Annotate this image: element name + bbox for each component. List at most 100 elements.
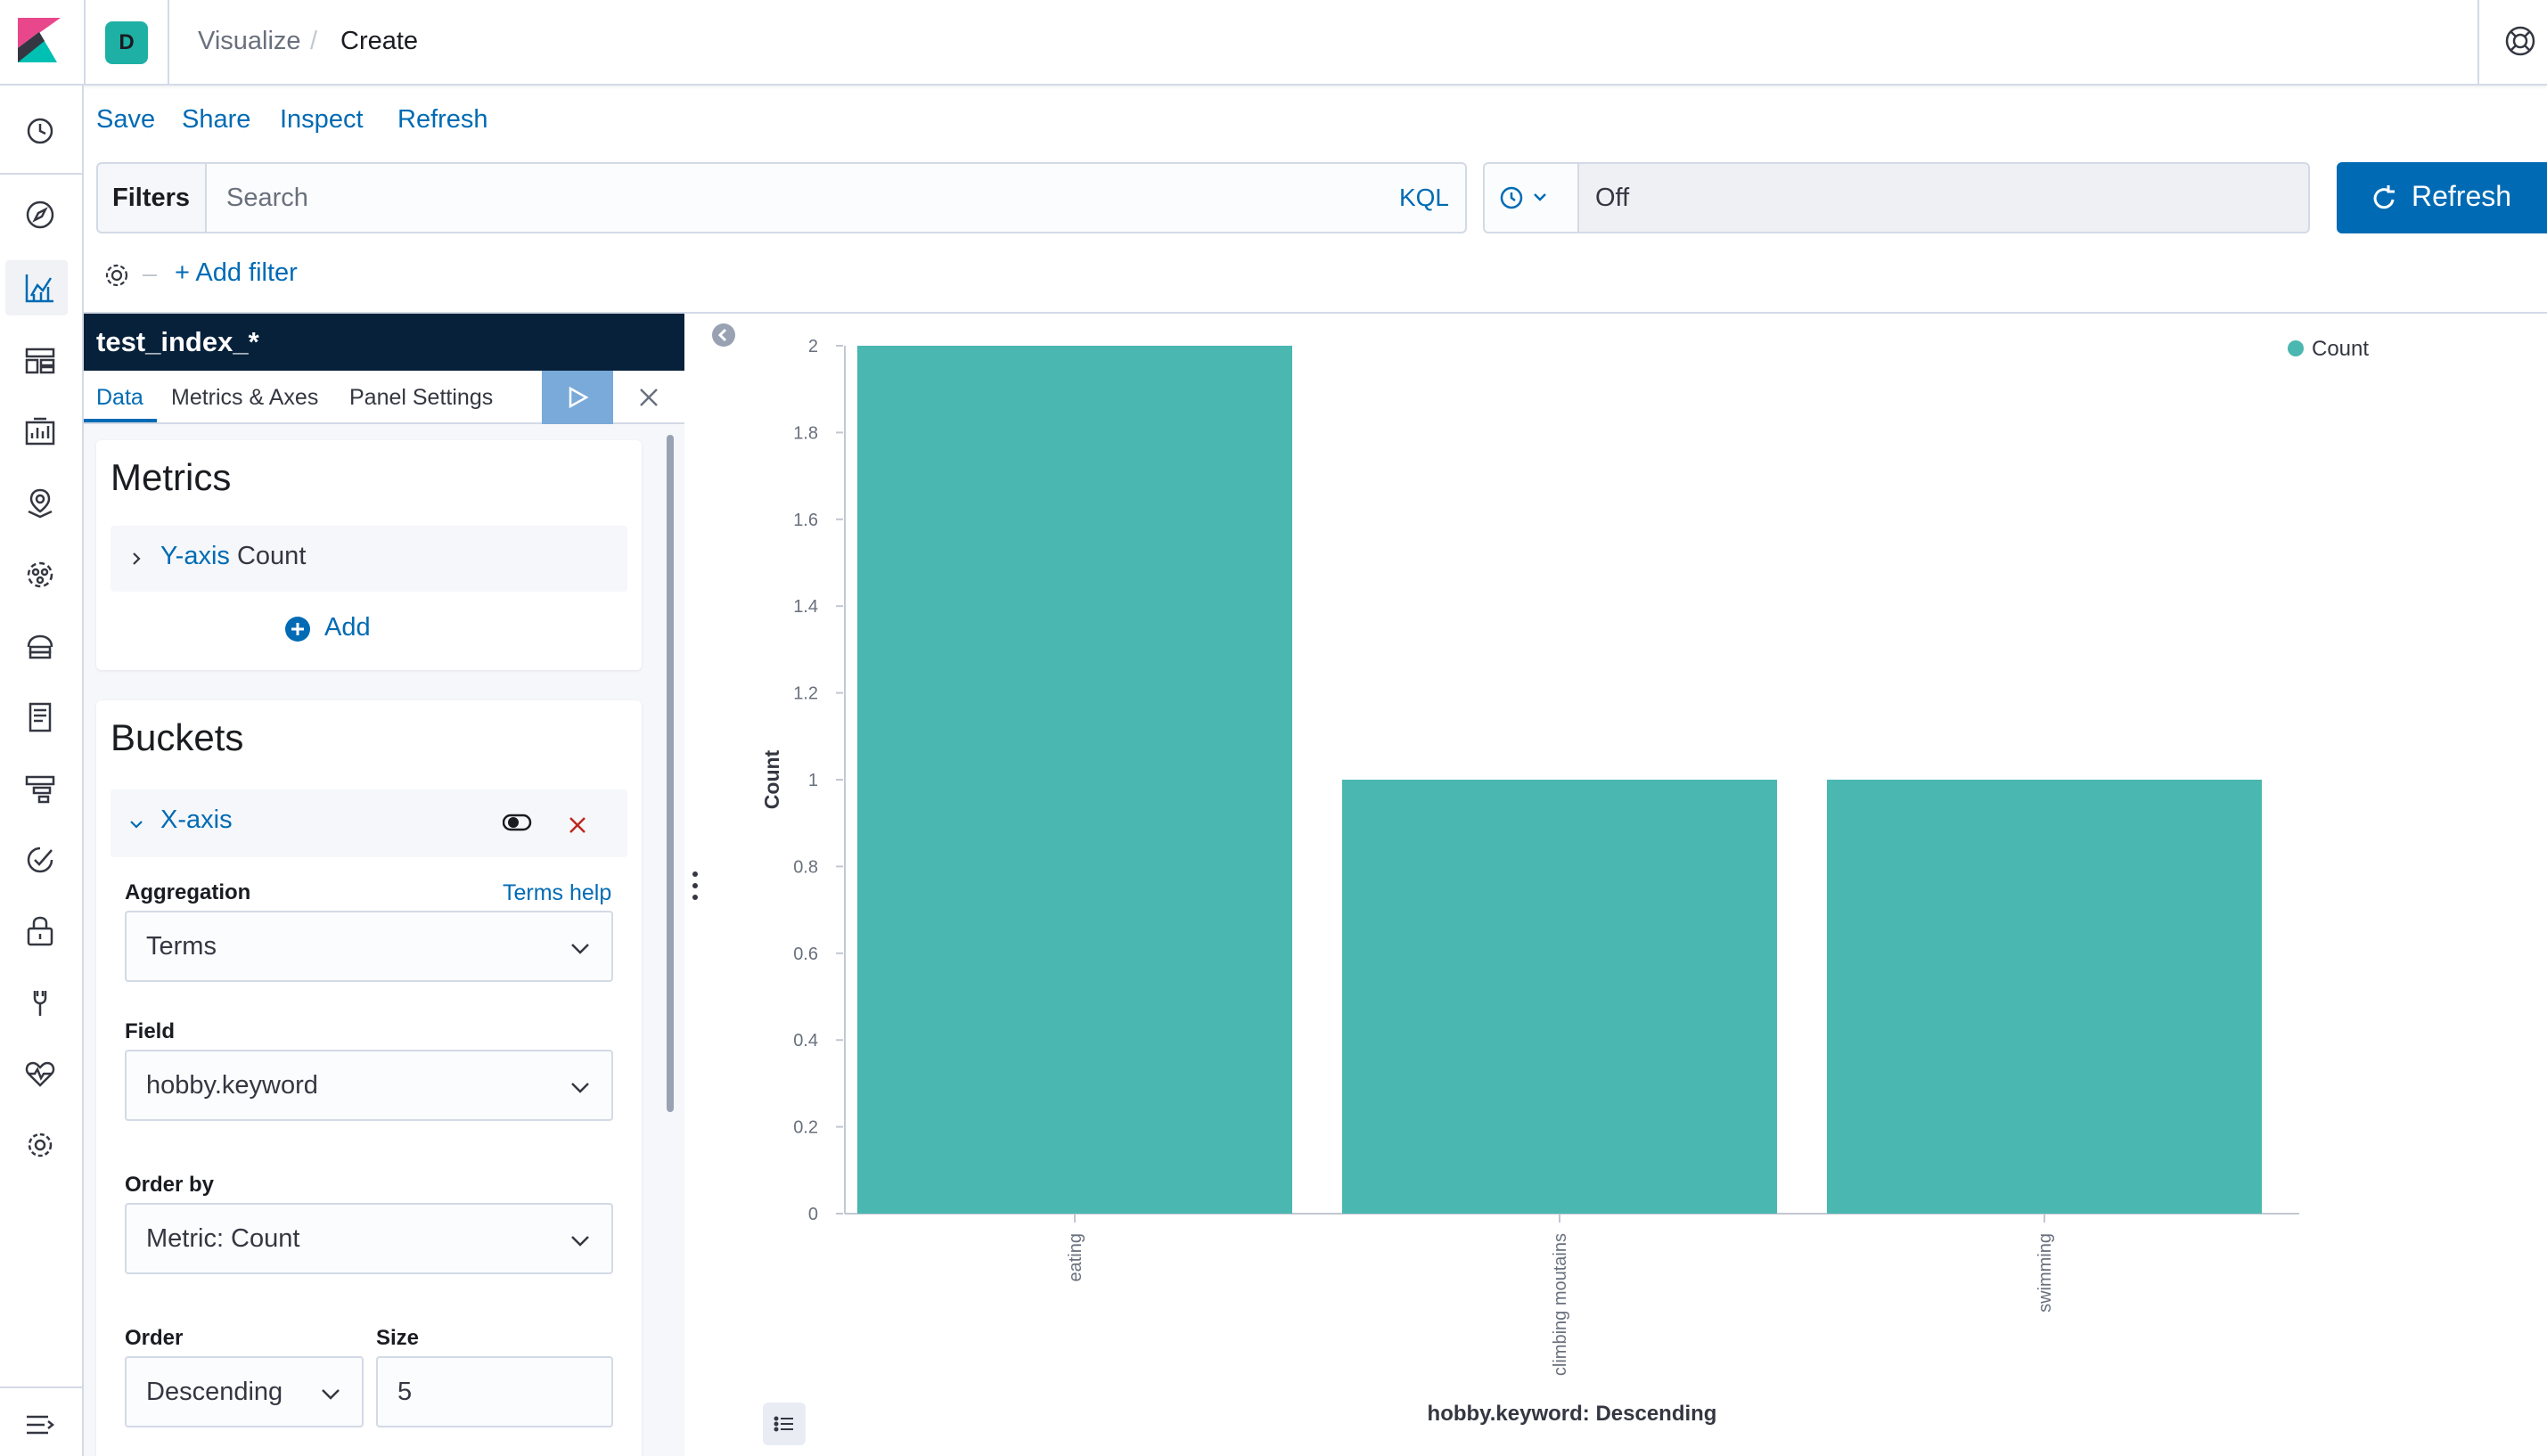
y-axis-tick-label: 2 <box>808 337 818 356</box>
refresh-icon <box>2373 185 2395 209</box>
field-select[interactable]: hobby.keyword <box>125 1050 613 1121</box>
breadcrumb-visualize[interactable]: Visualize <box>198 27 301 55</box>
order-by-label: Order by <box>125 1173 215 1197</box>
x-axis-tick-label: eating <box>1066 1233 1085 1282</box>
buckets-title: Buckets <box>111 716 244 758</box>
order-by-select[interactable]: Metric: Count <box>125 1203 613 1274</box>
recently-viewed-icon[interactable] <box>21 112 59 150</box>
field-label: Field <box>125 1019 176 1043</box>
collapse-nav-icon[interactable] <box>21 1406 59 1444</box>
legend-toggle-button[interactable] <box>763 1403 806 1445</box>
chevron-down-icon <box>571 1236 589 1247</box>
siem-icon[interactable] <box>21 912 59 950</box>
maps-icon[interactable] <box>21 485 59 522</box>
tab-data[interactable]: Data <box>96 385 143 410</box>
machine-learning-icon[interactable] <box>21 556 59 593</box>
management-icon[interactable] <box>21 1126 59 1164</box>
infrastructure-icon[interactable] <box>21 627 59 665</box>
dev-tools-icon[interactable] <box>21 984 59 1021</box>
visualize-icon[interactable] <box>21 269 59 307</box>
search-input[interactable]: Search KQL <box>205 162 1467 233</box>
logs-icon[interactable] <box>21 699 59 736</box>
field-value: hobby.keyword <box>146 1071 318 1100</box>
divider <box>2477 0 2479 86</box>
divider <box>84 312 2547 314</box>
refresh-button[interactable]: Refresh <box>2337 162 2547 233</box>
uptime-icon[interactable] <box>21 841 59 879</box>
active-tab-indicator <box>84 419 157 422</box>
y-axis-title: Count <box>760 749 783 809</box>
visualization-editor-sidebar: test_index_* Data Metrics & Axes Panel S… <box>84 314 684 1456</box>
x-axis-tick-label: climbing moutains <box>1551 1233 1570 1376</box>
y-axis-tick-label: 1.2 <box>793 684 818 704</box>
x-axis-title: hobby.keyword: Descending <box>1428 1402 1717 1426</box>
toggle-agg-icon[interactable] <box>503 813 533 832</box>
size-value: 5 <box>397 1378 413 1406</box>
collapse-sidebar-icon[interactable] <box>711 323 736 348</box>
divider <box>0 1386 82 1388</box>
divider <box>168 0 169 86</box>
y-axis-label: Y-axis <box>160 542 230 570</box>
order-value: Descending <box>146 1378 283 1406</box>
divider <box>0 173 82 175</box>
apm-icon[interactable] <box>21 770 59 807</box>
kibana-logo-icon[interactable] <box>18 18 61 62</box>
editor-scrollbar[interactable] <box>667 435 674 1112</box>
index-pattern-title: test_index_* <box>84 314 684 371</box>
metrics-panel: Metrics Y-axis Count Add <box>96 440 642 670</box>
chevron-down-icon <box>571 944 589 954</box>
y-axis-tick-label: 1 <box>808 771 818 790</box>
space-avatar[interactable]: D <box>105 21 148 64</box>
resize-handle-icon[interactable] <box>692 870 699 902</box>
dashboard-icon[interactable] <box>21 342 59 380</box>
tab-metrics-axes[interactable]: Metrics & Axes <box>171 385 319 410</box>
add-metric-button[interactable]: Add <box>285 613 371 642</box>
add-metric-label: Add <box>324 613 371 642</box>
x-axis-label[interactable]: X-axis <box>160 806 233 834</box>
refresh-button-label: Refresh <box>2412 180 2512 212</box>
y-axis-tick-label: 0.6 <box>793 945 818 964</box>
chart-bar <box>1342 780 1777 1214</box>
help-icon[interactable] <box>2504 25 2536 57</box>
apply-changes-button[interactable] <box>542 371 613 424</box>
filter-options-gear-icon[interactable] <box>102 260 132 290</box>
plus-in-circle-icon <box>285 617 310 642</box>
date-picker-value: Off <box>1595 184 1630 212</box>
x-axis-agg-row[interactable]: X-axis <box>111 789 627 857</box>
canvas-icon[interactable] <box>21 413 59 451</box>
divider <box>143 274 157 276</box>
y-axis-agg-toggle[interactable]: Y-axis Count <box>160 542 306 571</box>
buckets-panel: Buckets X-axis Aggregation Terms help Te… <box>96 700 642 1456</box>
query-language-button[interactable]: KQL <box>1398 184 1449 211</box>
chevron-down-icon <box>322 1389 340 1400</box>
chart-bar <box>857 346 1292 1214</box>
filters-label: Filters <box>96 162 205 233</box>
add-filter-link[interactable]: + Add filter <box>175 258 298 287</box>
size-input[interactable]: 5 <box>376 1356 613 1427</box>
legend-swatch <box>2288 340 2304 356</box>
date-picker-field[interactable]: Off <box>1577 162 2310 233</box>
terms-help-link[interactable]: Terms help <box>503 880 612 905</box>
share-link[interactable]: Share <box>182 105 251 134</box>
save-link[interactable]: Save <box>96 105 156 134</box>
remove-agg-cross-icon[interactable] <box>567 814 588 836</box>
y-axis-tick-label: 0.2 <box>793 1118 818 1138</box>
aggregation-select[interactable]: Terms <box>125 911 613 982</box>
aggregation-label: Aggregation <box>125 880 251 904</box>
list-icon <box>774 1416 793 1432</box>
chevron-right-icon <box>133 552 141 565</box>
legend-item: Count <box>2312 337 2369 361</box>
y-axis-agg-row[interactable]: Y-axis Count <box>111 526 627 592</box>
monitoring-icon[interactable] <box>21 1055 59 1092</box>
y-axis-tick-label: 1.8 <box>793 423 818 443</box>
inspect-link[interactable]: Inspect <box>280 105 364 134</box>
order-by-value: Metric: Count <box>146 1224 300 1253</box>
divider <box>84 0 86 86</box>
refresh-link[interactable]: Refresh <box>397 105 488 134</box>
tab-panel-settings[interactable]: Panel Settings <box>349 385 494 410</box>
order-select[interactable]: Descending <box>125 1356 364 1427</box>
top-header: D Visualize / Create <box>0 0 2547 86</box>
quick-time-menu-button[interactable] <box>1483 162 1579 233</box>
discard-changes-close-icon[interactable] <box>636 385 661 410</box>
discover-icon[interactable] <box>21 196 59 233</box>
